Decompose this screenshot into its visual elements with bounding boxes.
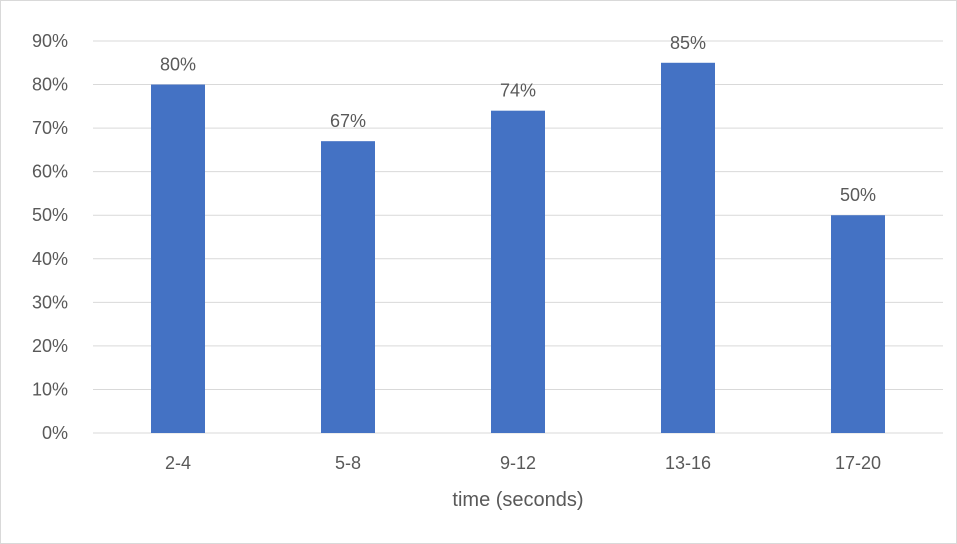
x-tick-label: 5-8 xyxy=(335,453,361,473)
data-label: 85% xyxy=(670,33,706,53)
y-tick-label: 90% xyxy=(32,31,68,51)
data-label: 67% xyxy=(330,111,366,131)
bar-5-8 xyxy=(321,141,375,433)
bar-9-12 xyxy=(491,110,545,433)
x-tick-label: 13-16 xyxy=(665,453,711,473)
y-tick-label: 80% xyxy=(32,75,68,95)
data-label: 50% xyxy=(840,185,876,205)
bar-17-20 xyxy=(831,215,885,433)
y-tick-label: 0% xyxy=(42,423,68,443)
x-tick-label: 9-12 xyxy=(500,453,536,473)
bar-2-4 xyxy=(151,84,205,434)
data-label: 74% xyxy=(500,81,536,101)
y-tick-label: 70% xyxy=(32,118,68,138)
bars xyxy=(151,62,885,434)
data-labels: 80% 67% 74% 85% 50% xyxy=(160,33,876,205)
y-tick-label: 10% xyxy=(32,379,68,399)
x-tick-label: 17-20 xyxy=(835,453,881,473)
bar-13-16 xyxy=(661,62,715,434)
x-axis-title: time (seconds) xyxy=(452,489,583,511)
y-tick-label: 20% xyxy=(32,336,68,356)
y-tick-label: 40% xyxy=(32,249,68,269)
x-axis-tick-labels: 2-4 5-8 9-12 13-16 17-20 xyxy=(165,453,881,473)
y-axis-tick-labels: 0% 10% 20% 30% 40% 50% 60% 70% 80% 90% xyxy=(32,31,68,443)
y-tick-label: 60% xyxy=(32,162,68,182)
data-label: 80% xyxy=(160,55,196,75)
y-tick-label: 50% xyxy=(32,205,68,225)
y-tick-label: 30% xyxy=(32,292,68,312)
x-tick-label: 2-4 xyxy=(165,453,191,473)
